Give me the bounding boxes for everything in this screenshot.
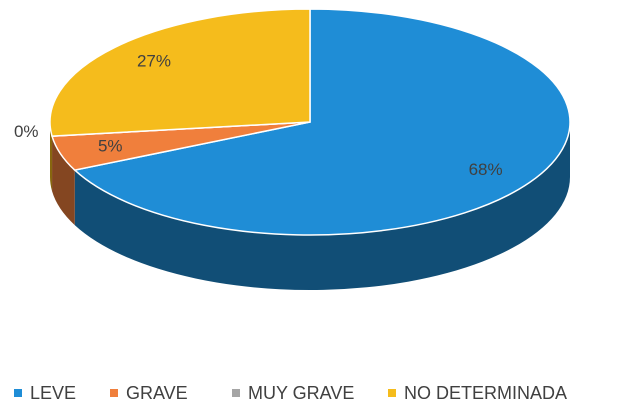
data-label: 68% xyxy=(469,160,503,179)
pie-side xyxy=(74,122,570,290)
data-label: 0% xyxy=(14,122,39,141)
legend-swatch xyxy=(14,389,22,397)
legend-label: LEVE xyxy=(30,383,76,403)
legend-swatch xyxy=(232,389,240,397)
legend-label: GRAVE xyxy=(126,383,188,403)
data-label: 27% xyxy=(137,52,171,71)
pie-side xyxy=(50,122,53,192)
pie-slice xyxy=(73,8,571,236)
legend-swatch xyxy=(388,389,396,397)
legend-swatch xyxy=(110,389,118,397)
data-label: 5% xyxy=(98,137,123,156)
legend-label: MUY GRAVE xyxy=(248,383,354,403)
pie-side xyxy=(52,136,75,226)
legend-label: NO DETERMINADA xyxy=(404,383,567,403)
pie-slice xyxy=(49,8,311,137)
